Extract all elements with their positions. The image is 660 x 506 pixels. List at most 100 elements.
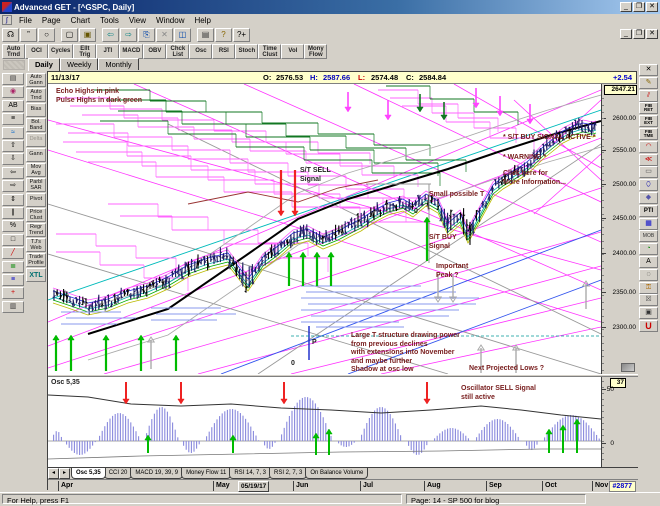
delete-drawing-icon[interactable]: ✕ xyxy=(639,64,658,76)
copy-pages-icon[interactable]: ▣ xyxy=(639,307,658,319)
magnifier-icon[interactable]: ◌ xyxy=(639,269,658,281)
study-button-macd[interactable]: MACD xyxy=(119,44,143,59)
indicator-tab-5[interactable]: RSI 2, 7, 3 xyxy=(269,468,307,479)
menu-page[interactable]: Page xyxy=(37,16,66,25)
study-tool-xtl[interactable]: XTL xyxy=(26,268,46,282)
indicator-tab-1[interactable]: CCI 20 xyxy=(104,468,133,479)
study-tool-price-clust[interactable]: Price Clust xyxy=(26,208,46,222)
quote-icon[interactable]: ” xyxy=(20,28,37,42)
study-tool-pivot[interactable]: Pivot xyxy=(26,193,46,207)
tab-scroll-left-button[interactable]: ◂ xyxy=(48,468,59,479)
study-tool-tj-s-web[interactable]: TJ's Web xyxy=(26,238,46,252)
pti-button[interactable]: PTI xyxy=(639,205,658,217)
interval-tab-weekly[interactable]: Weekly xyxy=(60,58,98,70)
pointer-hook-icon[interactable]: ☊ xyxy=(2,28,19,42)
main-chart-plot[interactable]: Echo Highs in pink Pulse Highs in dark g… xyxy=(48,84,601,374)
text-tool-button[interactable]: A xyxy=(639,256,658,268)
tw-levels-icon[interactable]: ≡ xyxy=(2,274,24,286)
menu-chart[interactable]: Chart xyxy=(66,16,96,25)
print-icon[interactable]: ▤ xyxy=(197,28,214,42)
indicator-tab-0[interactable]: Osc 5,35 xyxy=(71,468,106,479)
scroll-right-icon[interactable]: ⇨ xyxy=(2,180,24,192)
fib-retracement-button[interactable]: FIB RET xyxy=(639,102,658,114)
indicator-tab-6[interactable]: On Balance Volume xyxy=(305,468,368,479)
window-restore-button[interactable]: ❐ xyxy=(633,2,645,12)
palette-icon[interactable]: ◉ xyxy=(2,86,24,98)
percent-icon[interactable]: % xyxy=(2,220,24,232)
menu-view[interactable]: View xyxy=(124,16,151,25)
study-button-auto-trnd[interactable]: Auto Trnd xyxy=(2,44,25,59)
price-scale-icon[interactable]: ⇕ xyxy=(2,194,24,206)
delete-icon[interactable]: ✕ xyxy=(156,28,173,42)
study-button-stoch[interactable]: Stoch xyxy=(235,44,258,59)
fib-extension-button[interactable]: FIB EXT xyxy=(639,115,658,127)
gann-lines-icon[interactable]: ≣ xyxy=(2,261,24,273)
fib-time-button[interactable]: FIB TME xyxy=(639,128,658,140)
study-tool-gann[interactable]: Gann xyxy=(26,148,46,162)
indicator-tab-2[interactable]: MACD 19, 39, 9 xyxy=(130,468,183,479)
copy-page-icon[interactable]: ⎘ xyxy=(138,28,155,42)
fan-tool-icon[interactable]: ≪ xyxy=(639,154,658,166)
grid-tool-icon[interactable]: ▦ xyxy=(639,218,658,230)
study-button-jti[interactable]: JTI xyxy=(96,44,119,59)
arc-tool-icon[interactable]: ◠ xyxy=(639,141,658,153)
menu-window[interactable]: Window xyxy=(151,16,189,25)
window-close-button[interactable]: ✕ xyxy=(646,2,658,12)
child-system-icon[interactable]: ∫ xyxy=(2,15,12,25)
help-icon[interactable]: ? xyxy=(215,28,232,42)
study-button-mony-flow[interactable]: Mony Flow xyxy=(304,44,327,59)
bar-spacing-icon[interactable]: ∥ xyxy=(2,207,24,219)
study-button-ellt-trig[interactable]: Ellt Trig xyxy=(73,44,96,59)
study-tool-parbl-sar[interactable]: Parbl SAR xyxy=(26,178,46,192)
symbol-label-icon[interactable]: AB xyxy=(2,100,24,112)
rectangle-tool-icon[interactable]: ▭ xyxy=(639,166,658,178)
study-list-icon[interactable]: ≡ xyxy=(2,113,24,125)
mob-button[interactable]: MOB xyxy=(639,230,658,242)
indicator-tab-4[interactable]: RSI 14, 7, 3 xyxy=(229,468,271,479)
scroll-down-icon[interactable]: ⇩ xyxy=(2,153,24,165)
window-minimize-button[interactable]: _ xyxy=(620,2,632,12)
back-icon[interactable]: ⇦ xyxy=(102,28,119,42)
study-tool-mov-avg[interactable]: Mov Avg xyxy=(26,163,46,177)
study-button-osc[interactable]: Osc xyxy=(189,44,212,59)
new-page-icon[interactable]: ▢ xyxy=(61,28,78,42)
keys-icon[interactable]: ⚿ xyxy=(639,282,658,294)
undo-button[interactable]: U xyxy=(639,320,658,332)
study-tool-bol--band[interactable]: Bol. Band xyxy=(26,118,46,132)
crosshair-icon[interactable]: + xyxy=(2,287,24,299)
study-tool-delta[interactable]: Delta xyxy=(26,133,46,147)
menu-tools[interactable]: Tools xyxy=(95,16,124,25)
parallel-lines-icon[interactable]: ⫽ xyxy=(639,90,658,102)
interval-tab-monthly[interactable]: Monthly xyxy=(98,58,138,70)
study-button-chck-list[interactable]: Chck List xyxy=(166,44,189,59)
scroll-up-icon[interactable]: ⇧ xyxy=(2,140,24,152)
scroll-left-icon[interactable]: ⇦ xyxy=(2,167,24,179)
sparkle-tool-icon[interactable]: ◆ xyxy=(639,192,658,204)
context-help-icon[interactable]: ?+ xyxy=(233,28,250,42)
study-tool-bias[interactable]: Bias xyxy=(26,103,46,117)
menu-help[interactable]: Help xyxy=(189,16,215,25)
chart-page-icon[interactable]: ◫ xyxy=(174,28,191,42)
study-button-rsi[interactable]: RSI xyxy=(212,44,235,59)
study-button-oci[interactable]: OCI xyxy=(25,44,48,59)
study-button-vol[interactable]: Vol xyxy=(281,44,304,59)
tab-scroll-right-button[interactable]: ▸ xyxy=(59,468,70,479)
interval-tab-daily[interactable]: Daily xyxy=(28,58,60,71)
study-tool-regr-trend[interactable]: Regr Trend xyxy=(26,223,46,237)
menu-file[interactable]: File xyxy=(14,16,37,25)
open-file-icon[interactable]: ▣ xyxy=(79,28,96,42)
zoom-box-icon[interactable]: □ xyxy=(2,234,24,246)
study-button-cycles[interactable]: Cycles xyxy=(48,44,73,59)
save-chart-icon[interactable]: ▥ xyxy=(2,301,24,313)
ellipse-tool-icon[interactable]: ⬯ xyxy=(639,179,658,191)
grid-delete-icon[interactable]: ☒ xyxy=(639,294,658,306)
study-tool-trade-profile[interactable]: Trade Profile xyxy=(26,253,46,267)
date-marker-box[interactable]: 05/19/17 xyxy=(238,481,269,492)
study-button-time-clust[interactable]: Time Clust xyxy=(258,44,281,59)
zoom-icon[interactable]: ○ xyxy=(38,28,55,42)
study-button-obv[interactable]: OBV xyxy=(143,44,166,59)
xtl-lines-icon[interactable]: ╱ xyxy=(2,247,24,259)
elliott-wave-icon[interactable]: ≈ xyxy=(2,127,24,139)
